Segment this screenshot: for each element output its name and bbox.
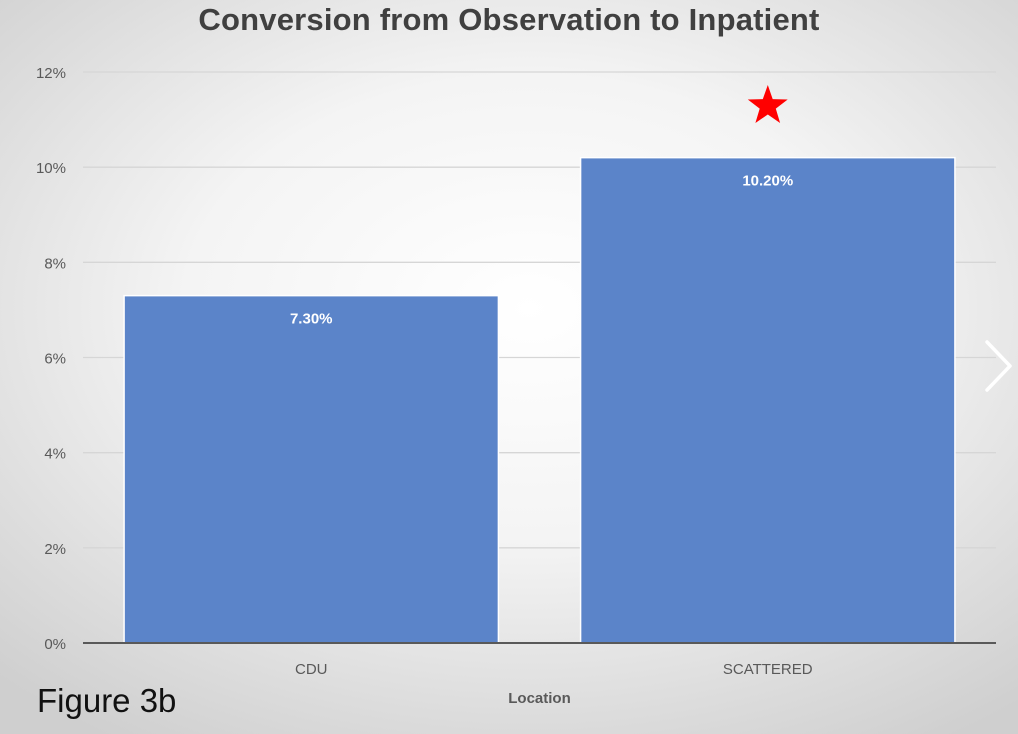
chevron-right-icon: [985, 340, 1012, 392]
y-tick-label: 10%: [36, 160, 66, 177]
y-tick-label: 2%: [44, 541, 66, 558]
y-tick-label: 6%: [44, 351, 66, 368]
bar-data-label: 10.20%: [742, 173, 793, 190]
y-tick-label: 4%: [44, 446, 66, 463]
star-icon: [747, 85, 788, 123]
x-tick-label: CDU: [295, 661, 328, 678]
y-tick-label: 0%: [44, 636, 66, 653]
next-slide-button[interactable]: [978, 336, 1018, 396]
y-tick-label: 12%: [36, 65, 66, 82]
bar-data-label: 7.30%: [290, 311, 333, 328]
bar: [579, 156, 956, 644]
x-tick-label: SCATTERED: [723, 661, 813, 678]
chart-title: Conversion from Observation to Inpatient: [198, 2, 820, 37]
x-axis-title: Location: [508, 690, 571, 707]
y-tick-label: 8%: [44, 255, 66, 272]
bar: [123, 294, 500, 644]
figure-label: Figure 3b: [37, 682, 177, 719]
